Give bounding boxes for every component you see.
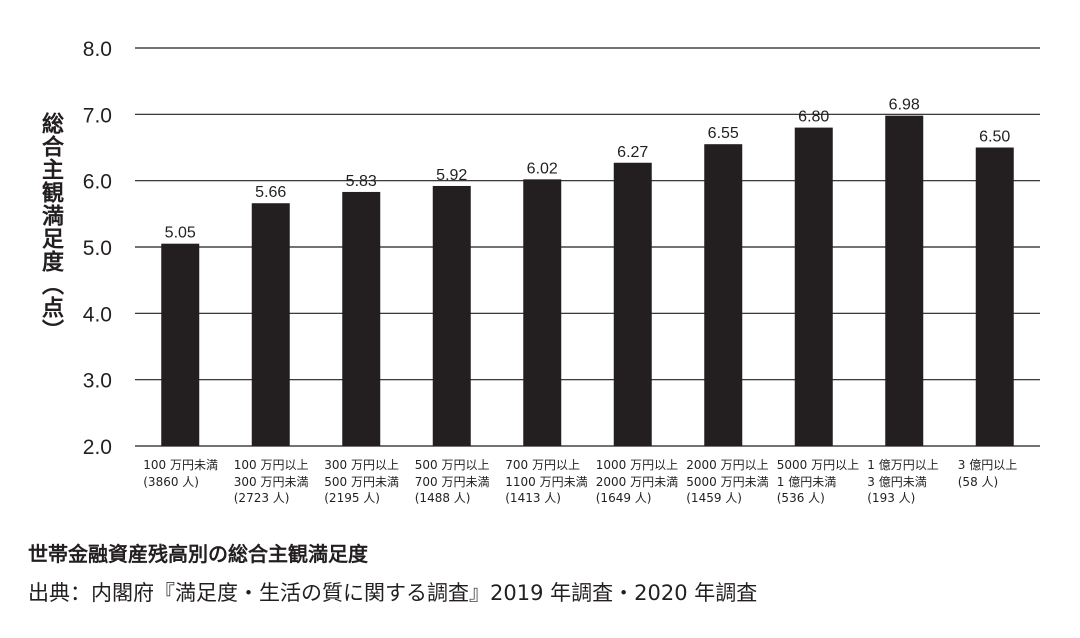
x-tick-label-line: (1649 人) [595,491,652,505]
x-tick-label: 2000 万円以上 5000 万円未満 (1459 人) [686,457,768,507]
x-tick-label-line: (2195 人) [324,491,380,505]
x-tick-label-line: 1000 万円以上 [595,458,679,472]
bar [975,147,1014,446]
data-label: 5.05 [165,225,196,242]
data-label: 6.55 [708,125,739,142]
x-tick-label-line: 1 億万円以上 [867,458,939,472]
x-tick-label-line: 700 万円以上 [505,458,580,472]
bar [613,162,652,447]
y-tick-label: 7.0 [83,104,112,127]
bar [794,127,833,446]
x-tick-label-line: (1413 人) [505,491,561,505]
x-tick-label-line: 100 万円以上 [233,458,309,472]
x-tick-label-line: 500 万円未満 [324,474,399,489]
x-tick-label-line: (3860 人) [143,474,199,489]
x-tick-label-line: (2723 人) [233,491,290,505]
x-tick-label-line: 1 億円未満 [776,474,837,489]
y-tick-label: 4.0 [83,303,112,326]
data-label: 6.98 [889,97,920,114]
data-label: 6.80 [798,109,829,126]
data-label: 5.92 [436,167,467,184]
y-axis-label: 総合主観満足度（点） [38,112,63,342]
x-tick-label: 100 万円未満 (3860 人) [143,457,218,490]
chart-title: 世帯金融資産残高別の総合主観満足度 [28,542,368,566]
x-tick-label: 100 万円以上 300 万円未満 (2723 人) [234,457,309,507]
bar [251,203,290,446]
x-tick-label-line: 700 万円未満 [414,474,490,489]
y-tick-label: 8.0 [83,38,112,61]
y-tick-label: 5.0 [83,237,112,260]
x-tick-label-line: 3 億円以上 [957,458,1018,472]
y-tick-label: 6.0 [83,171,112,194]
y-tick-label: 3.0 [83,370,112,393]
x-tick-label-line: 500 万円以上 [414,458,490,472]
data-label: 6.50 [979,129,1010,146]
bar [432,185,471,446]
y-tick-label: 2.0 [83,436,112,459]
data-label: 5.83 [346,173,377,190]
x-tick-label: 1000 万円以上 2000 万円未満 (1649 人) [596,457,678,507]
x-tick-label-line: 3 億円未満 [867,474,927,489]
x-tick-label-line: 2000 万円未満 [595,474,679,489]
x-tick-label-line: 1100 万円未満 [505,474,588,489]
chart-source: 出典：内閣府『満足度・生活の質に関する調査』2019 年調査・2020 年調査 [28,581,758,605]
x-tick-label-line: 5000 万円以上 [776,458,860,472]
data-label: 6.27 [617,144,648,161]
bar [342,191,381,446]
x-tick-label: 3 億円以上 (58 人) [958,457,1017,490]
x-tick-label-line: 100 万円未満 [143,458,218,472]
bar [161,243,200,446]
x-tick-label: 1 億万円以上 3 億円未満 (193 人) [867,457,938,507]
x-tick-label-line: (536 人) [776,491,825,505]
x-tick-label-line: 300 万円以上 [324,458,399,472]
x-tick-label-line: 2000 万円以上 [686,458,769,472]
data-label: 5.66 [255,184,286,201]
x-tick-label: 300 万円以上 500 万円未満 (2195 人) [324,457,399,507]
x-tick-label: 500 万円以上 700 万円未満 (1488 人) [415,457,490,507]
x-tick-label-line: (58 人) [957,474,999,489]
x-tick-label-line: 300 万円未満 [233,474,309,489]
x-tick-label-line: (1488 人) [414,491,471,505]
bar [885,115,924,446]
x-tick-label-line: 5000 万円未満 [686,474,769,489]
x-tick-label-line: (1459 人) [686,491,742,505]
x-tick-label-line: (193 人) [867,491,916,505]
x-tick-label: 700 万円以上 1100 万円未満 (1413 人) [505,457,587,507]
bar [523,179,562,446]
data-label: 6.02 [527,160,558,177]
bar [704,144,743,446]
x-tick-label: 5000 万円以上 1 億円未満 (536 人) [777,457,859,507]
